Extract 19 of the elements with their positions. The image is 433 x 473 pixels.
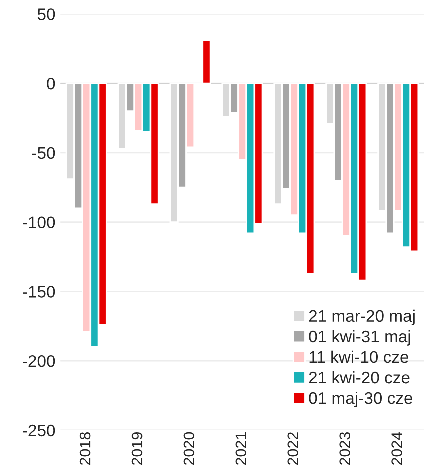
y-tick-label: 0 — [47, 78, 56, 90]
y-tick-label: -250 — [23, 424, 56, 437]
x-tick-label: 2023 — [340, 432, 350, 466]
x-tick-label: 2024 — [392, 432, 402, 466]
y-tick-label: -100 — [23, 216, 56, 229]
y-tick-label: -200 — [23, 355, 56, 368]
x-tick-label: 2022 — [288, 432, 299, 466]
y-tick-label: -150 — [23, 286, 56, 298]
y-tick-label: 50 — [38, 8, 56, 20]
legend-label: 01 maj-30 cze — [309, 392, 413, 408]
x-tick-label: 2019 — [132, 432, 143, 466]
x-tick-label: 2021 — [236, 432, 247, 466]
legend-label: 11 kwi-10 cze — [310, 350, 408, 364]
x-tick-label: 2020 — [184, 432, 195, 466]
legend-label: 01 kwi-31 maj — [309, 330, 410, 346]
legend-label: 21 kwi-20 cze — [309, 371, 410, 384]
x-tick-label: 2018 — [80, 432, 91, 466]
y-tick-label: -50 — [32, 147, 56, 160]
legend-label: 21 mar-20 maj — [309, 310, 415, 326]
